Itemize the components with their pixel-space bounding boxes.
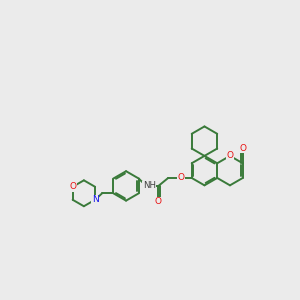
Text: O: O — [69, 182, 76, 191]
Text: NH: NH — [143, 181, 156, 190]
Text: O: O — [239, 144, 246, 153]
Text: O: O — [178, 173, 185, 182]
Text: N: N — [92, 195, 98, 204]
Text: O: O — [155, 197, 162, 206]
Text: O: O — [226, 152, 233, 160]
